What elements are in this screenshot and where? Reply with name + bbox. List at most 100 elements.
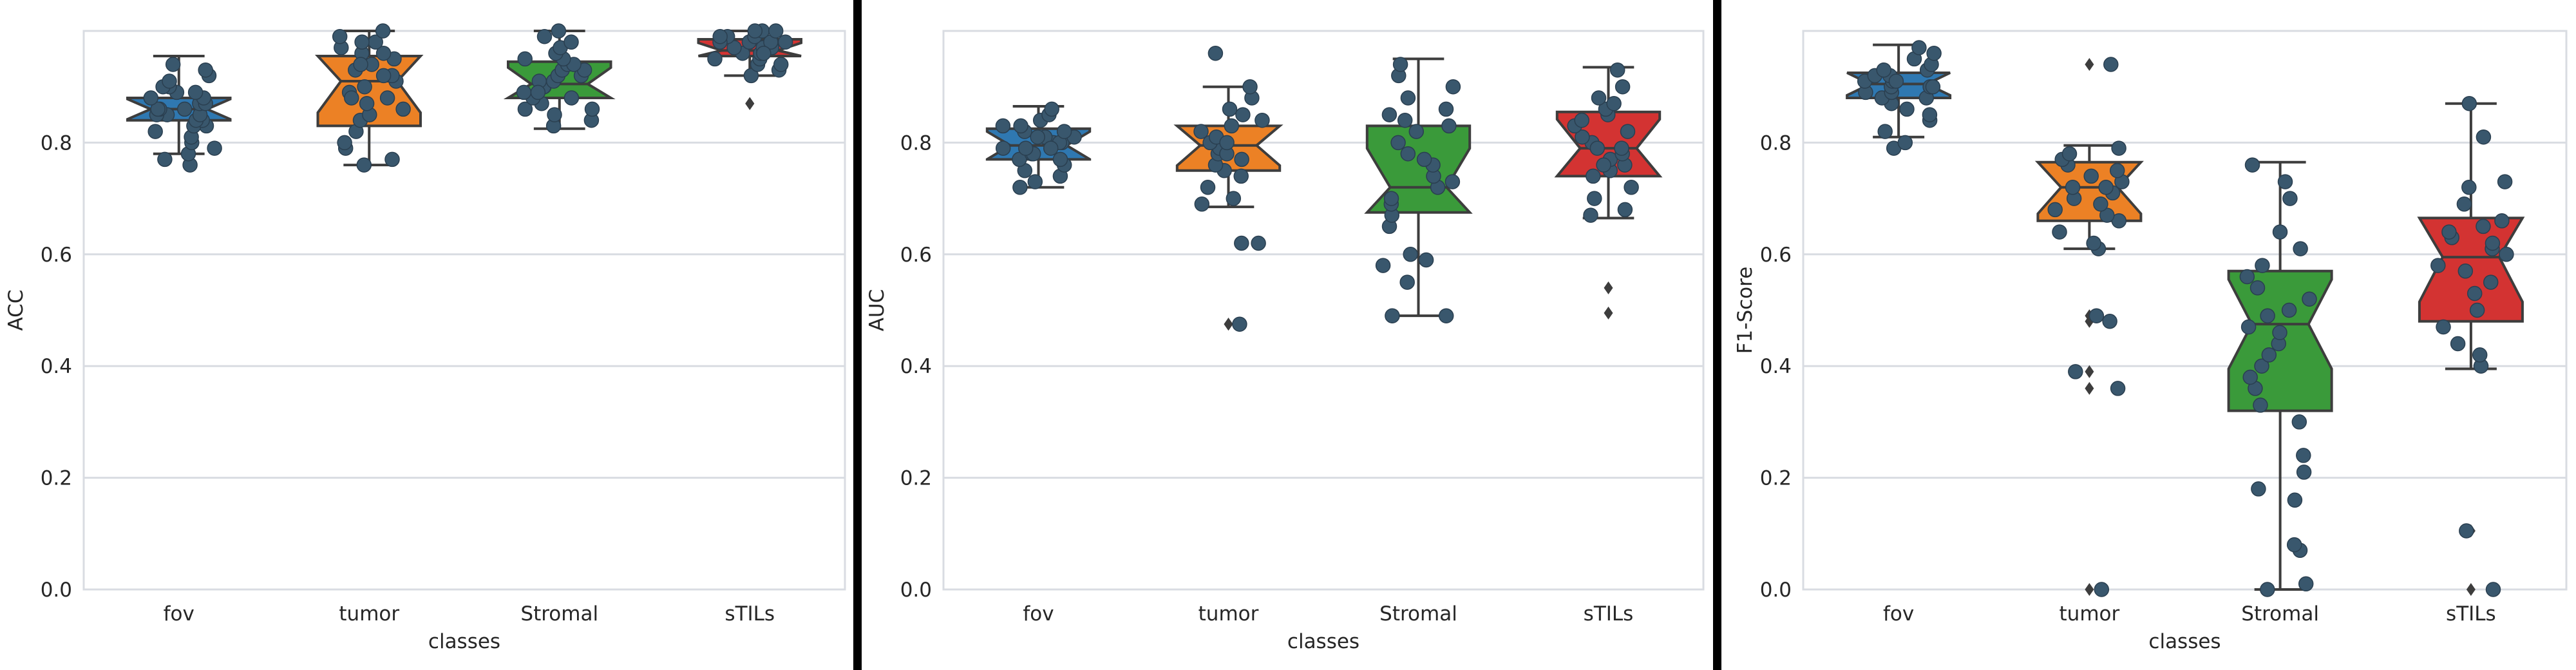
data-point — [2461, 180, 2477, 195]
data-point — [1385, 308, 1400, 323]
data-point — [1589, 140, 1605, 156]
data-point — [756, 45, 772, 61]
data-point — [1400, 146, 1416, 162]
data-point — [1911, 40, 1927, 55]
data-point — [1219, 135, 1235, 151]
data-point — [2461, 95, 2477, 111]
data-point — [1441, 118, 1457, 134]
data-point — [517, 51, 533, 67]
data-point — [1574, 112, 1589, 128]
y-tick-label: 0.8 — [900, 131, 932, 155]
data-point — [2239, 269, 2255, 285]
data-point — [1587, 191, 1602, 206]
data-point — [2497, 174, 2513, 189]
data-point — [2253, 397, 2268, 413]
data-point — [1606, 95, 1622, 111]
data-point — [2277, 174, 2293, 189]
data-point — [1193, 124, 1209, 139]
data-point — [2441, 224, 2457, 240]
outlier-marker — [2085, 381, 2094, 395]
data-point — [1876, 62, 1891, 78]
data-point — [2261, 347, 2277, 363]
panel-separator-1 — [853, 0, 862, 670]
data-point — [1418, 252, 1434, 268]
data-point — [2102, 314, 2117, 329]
data-point — [1200, 180, 1216, 195]
data-point — [1438, 101, 1454, 117]
y-tick-label: 0.8 — [41, 131, 72, 155]
data-point — [1922, 107, 1938, 122]
data-point — [1438, 308, 1454, 323]
y-tick-label: 0.2 — [41, 467, 72, 490]
outlier-marker — [2085, 583, 2094, 596]
data-point — [1877, 124, 1893, 139]
acc-boxplot-panel: 0.0 0.2 0.4 0.6 0.8 ACC classes fov tumor Stromal… — [5, 23, 846, 653]
data-point — [1416, 151, 1432, 168]
data-point — [2240, 319, 2257, 335]
data-point — [1583, 207, 1598, 223]
data-point — [2094, 582, 2110, 597]
data-point — [359, 95, 375, 111]
data-point — [1234, 151, 1249, 168]
y-tick-label: 0.8 — [1760, 131, 1792, 155]
y-axis-label: ACC — [5, 290, 28, 331]
data-point — [1208, 45, 1224, 61]
data-point — [1390, 135, 1406, 151]
data-point — [2476, 218, 2491, 235]
data-point — [379, 90, 395, 106]
data-point — [2459, 523, 2474, 539]
data-point — [2430, 258, 2446, 273]
x-tick-label-tumor: tumor — [1198, 602, 1259, 626]
data-point — [1234, 235, 1249, 251]
data-point — [344, 90, 359, 106]
data-point — [1044, 101, 1059, 117]
data-point — [2494, 213, 2510, 229]
box-stromal — [1364, 124, 1473, 214]
data-point — [2047, 202, 2063, 218]
data-point — [1018, 140, 1034, 156]
data-point — [207, 140, 222, 156]
data-point — [2291, 414, 2307, 430]
x-tick-label-fov: fov — [1023, 602, 1054, 626]
data-point — [2286, 537, 2302, 553]
data-point — [1615, 79, 1631, 95]
data-point — [773, 57, 789, 72]
data-point — [1375, 258, 1391, 273]
data-point — [1222, 101, 1238, 117]
data-point — [2483, 274, 2499, 290]
data-point — [1575, 129, 1590, 145]
data-point — [1444, 174, 1461, 189]
data-point — [1226, 191, 1242, 206]
data-point — [712, 28, 728, 44]
data-point — [2242, 369, 2258, 385]
panel-separator-2 — [1713, 0, 1721, 670]
data-point — [1232, 316, 1247, 332]
x-tick-label-stromal: Stromal — [2241, 602, 2319, 626]
data-point — [726, 40, 742, 55]
data-point — [1445, 79, 1461, 95]
data-point — [1242, 79, 1258, 95]
data-point — [743, 68, 759, 84]
data-point — [2499, 247, 2514, 262]
data-point — [2272, 325, 2287, 340]
data-point — [353, 57, 368, 72]
data-point — [530, 84, 546, 100]
data-point — [1224, 118, 1240, 134]
data-point — [1392, 57, 1408, 72]
data-point — [747, 23, 763, 39]
data-point — [375, 68, 392, 84]
data-point — [165, 57, 181, 72]
data-point — [777, 34, 793, 50]
outlier-marker — [1604, 306, 1613, 320]
outlier-marker — [1224, 318, 1233, 331]
data-point — [2098, 180, 2114, 195]
y-axis-label: F1-Score — [1734, 267, 1757, 354]
x-tick-label-stromal: Stromal — [1379, 602, 1457, 626]
outlier-marker — [2466, 583, 2476, 596]
data-point — [2254, 358, 2269, 374]
y-tick-label: 0.6 — [1760, 244, 1792, 267]
data-point — [1043, 140, 1059, 156]
outlier-marker — [2085, 365, 2094, 378]
y-tick-label: 0.2 — [900, 467, 932, 490]
data-point — [1609, 62, 1625, 78]
